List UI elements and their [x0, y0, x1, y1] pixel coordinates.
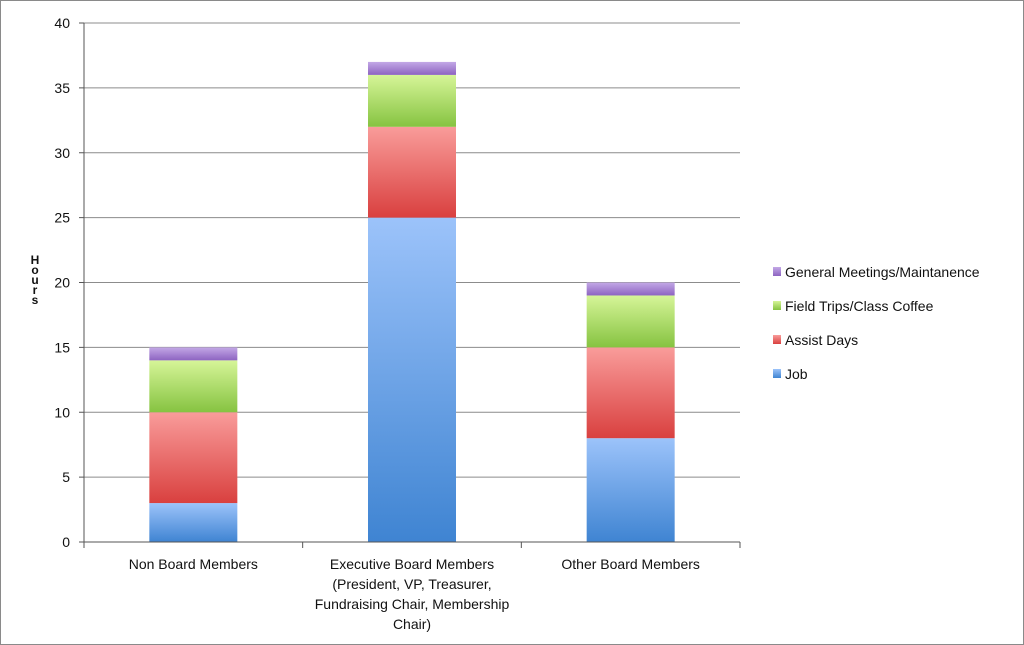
- legend-swatch: [773, 369, 781, 378]
- bar-segment-field-trips-class-coffee: [586, 295, 675, 348]
- x-category-label: Non Board Members: [129, 556, 258, 572]
- y-tick-label: 15: [54, 339, 70, 355]
- y-tick-label: 20: [54, 275, 70, 291]
- bar-segment-general-meetings-maintanence: [149, 347, 238, 361]
- legend-label: Field Trips/Class Coffee: [785, 298, 934, 314]
- legend-swatch: [773, 335, 781, 344]
- bars: [149, 61, 675, 542]
- y-axis-ticks: 0 5 10 15 20 25 30 35 40: [54, 15, 84, 550]
- y-tick-label: 25: [54, 210, 70, 226]
- legend: General Meetings/Maintanence Field Trips/…: [773, 264, 980, 382]
- x-category-label: Other Board Members: [561, 556, 700, 572]
- legend-label: Job: [785, 366, 808, 382]
- bar-segment-assist-days: [368, 126, 456, 218]
- bar-segment-job: [368, 217, 456, 542]
- bar-segment-general-meetings-maintanence: [368, 61, 456, 75]
- y-tick-label: 0: [62, 534, 70, 550]
- y-tick-label: 30: [54, 145, 70, 161]
- bar-segment-field-trips-class-coffee: [149, 360, 238, 413]
- axes: [83, 23, 741, 548]
- legend-swatch: [773, 267, 781, 276]
- bar-segment-general-meetings-maintanence: [586, 282, 675, 296]
- x-category-label: Executive Board Members (President, VP, T…: [315, 556, 510, 632]
- x-axis-categories: Non Board Members Executive Board Members…: [129, 556, 700, 632]
- bar-segment-job: [149, 503, 238, 542]
- legend-swatch: [773, 301, 781, 310]
- y-tick-label: 5: [62, 469, 70, 485]
- y-tick-label: 10: [54, 404, 70, 420]
- bar-segment-assist-days: [586, 347, 675, 439]
- bar-segment-job: [586, 438, 675, 542]
- legend-label: Assist Days: [785, 332, 858, 348]
- bar-segment-assist-days: [149, 412, 238, 504]
- y-tick-label: 40: [54, 15, 70, 31]
- legend-label: General Meetings/Maintanence: [785, 264, 980, 280]
- bar-segment-field-trips-class-coffee: [368, 74, 456, 127]
- y-tick-label: 35: [54, 80, 70, 96]
